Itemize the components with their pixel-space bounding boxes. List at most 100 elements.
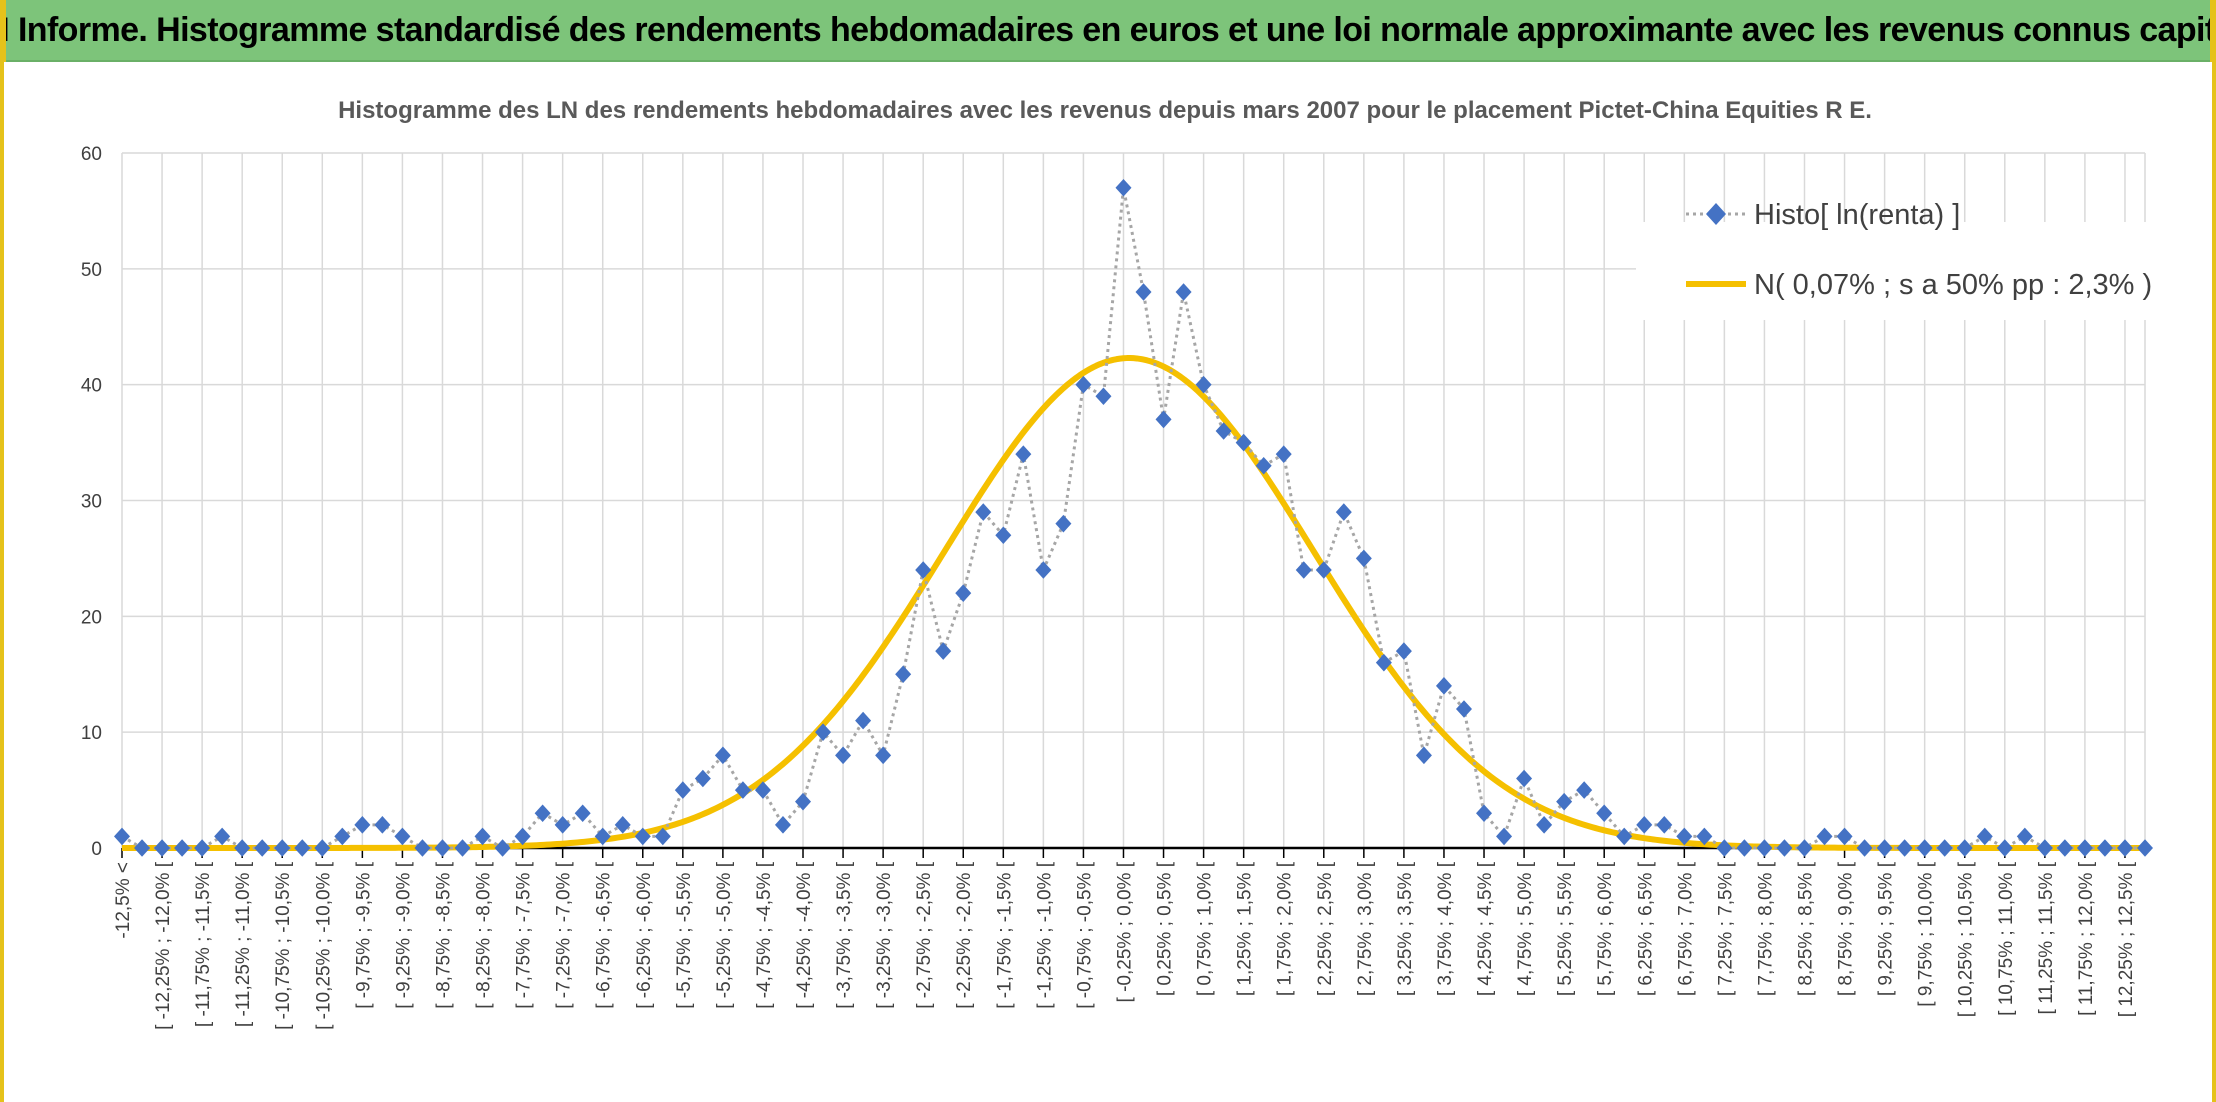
x-tick-label: [ -1,25% ; -1,0% [	[1034, 861, 1055, 1009]
chart-subtitle: Histogramme des LN des rendements hebdom…	[338, 97, 1872, 124]
x-tick-label: [ -9,25% ; -9,0% [	[393, 861, 414, 1009]
x-tick-label: [ -3,75% ; -3,5% [	[834, 861, 855, 1009]
x-tick-label: [ -7,25% ; -7,0% [	[554, 861, 575, 1009]
histo-point	[935, 642, 952, 660]
histo-point	[1776, 839, 1793, 857]
histo-point	[214, 827, 231, 846]
histo-point	[1075, 375, 1092, 394]
histo-point	[1435, 677, 1452, 695]
histo-point	[434, 839, 451, 857]
banner-edge-left	[0, 0, 6, 62]
histo-point	[1055, 514, 1072, 533]
x-tick-label: [ 6,75% ; 7,0% [	[1675, 861, 1696, 996]
x-tick-label: [ 5,75% ; 6,0% [	[1595, 861, 1616, 996]
histo-point	[1996, 839, 2013, 857]
x-axis-labels: -12,5% < [ -12,25% ; -12,0% [[ -11,75% ; …	[113, 861, 2137, 1030]
x-tick-label: [ -7,75% ; -7,5% [	[514, 861, 535, 1009]
x-tick-label: [ 11,75% ; 12,0% [	[2076, 861, 2097, 1016]
histo-point	[2076, 839, 2093, 857]
x-tick-label: [ -1,75% ; -1,5% [	[994, 861, 1015, 1009]
histo-point	[274, 839, 291, 857]
histo-point	[1015, 445, 1032, 463]
x-tick-label: [ 8,75% ; 9,0% [	[1836, 861, 1857, 996]
histo-point	[975, 503, 992, 521]
x-tick-label: [ -2,25% ; -2,0% [	[954, 861, 975, 1009]
x-tick-label: [ 9,75% ; 10,0% [	[1916, 861, 1937, 1006]
histo-point	[1616, 827, 1633, 846]
x-tick-label: [ -9,75% ; -9,5% [	[353, 861, 374, 1009]
y-tick-label: 40	[81, 376, 102, 397]
histo-point	[634, 827, 651, 846]
x-tick-label: [ 1,25% ; 1,5% [	[1235, 861, 1256, 996]
title-banner: ADAM Informe. Histogramme standardisé de…	[0, 0, 2216, 62]
histo-point	[1736, 839, 1753, 857]
histo-point	[1936, 839, 1953, 857]
x-tick-label: [ 0,75% ; 1,0% [	[1195, 861, 1216, 996]
x-tick-label: [ -6,75% ; -6,5% [	[594, 861, 615, 1009]
x-tick-label: [ 4,75% ; 5,0% [	[1515, 861, 1536, 996]
x-tick-label: [ -11,25% ; -11,0% [	[233, 861, 254, 1027]
histo-point	[734, 781, 751, 799]
y-tick-label: 30	[81, 492, 102, 513]
x-tick-label: [ 7,25% ; 7,5% [	[1715, 861, 1736, 996]
histo-point	[795, 792, 812, 811]
x-tick-label: [ 2,25% ; 2,5% [	[1315, 861, 1336, 996]
histo-point	[774, 816, 791, 834]
histo-point	[414, 839, 431, 857]
banner-edge-right	[2210, 0, 2216, 62]
histo-point	[2016, 827, 2033, 846]
histo-point	[1576, 781, 1593, 799]
y-tick-label: 60	[81, 144, 102, 165]
histo-point	[1596, 804, 1613, 823]
histo-point	[674, 781, 691, 799]
histo-point	[254, 839, 271, 857]
histo-point	[454, 839, 471, 857]
histo-point	[1135, 283, 1152, 301]
x-tick-label: [ 1,75% ; 2,0% [	[1275, 861, 1296, 996]
histo-point	[1215, 422, 1232, 440]
x-tick-label: [ -0,25% ; 0,0% [	[1114, 861, 1135, 1002]
x-tick-label: [ -6,25% ; -6,0% [	[634, 861, 655, 1009]
histo-point	[614, 816, 631, 834]
histo-point	[474, 827, 491, 846]
histo-point	[1836, 827, 1853, 846]
x-tick-label: [ -4,25% ; -4,0% [	[794, 861, 815, 1009]
histo-point	[354, 816, 371, 834]
histo-point	[654, 827, 671, 846]
histo-point	[114, 827, 130, 846]
frame-edge-left	[0, 62, 4, 1102]
x-tick-label: [ -2,75% ; -2,5% [	[914, 861, 935, 1009]
y-tick-label: 50	[81, 260, 102, 281]
histo-point	[1295, 561, 1312, 579]
x-tick-label: [ 12,25% ; 12,5% [	[2116, 861, 2137, 1017]
frame-edge-right	[2212, 62, 2216, 1102]
histo-point	[895, 665, 912, 684]
histo-point	[1155, 410, 1172, 429]
histo-point	[1916, 839, 1933, 857]
histo-point	[2056, 839, 2073, 857]
x-tick-label: [ -8,25% ; -8,0% [	[474, 861, 495, 1009]
histo-point	[835, 746, 852, 765]
histo-point	[514, 827, 531, 846]
x-tick-label: [ 4,25% ; 4,5% [	[1475, 861, 1496, 996]
legend-normal-label: N( 0,07% ; s a 50% pp : 2,3% )	[1754, 269, 2152, 301]
histo-point	[2096, 839, 2113, 857]
x-tick-label: [ -5,25% ; -5,0% [	[714, 861, 735, 1009]
histo-point	[1095, 387, 1112, 406]
histo-point	[534, 804, 551, 823]
histo-point	[955, 584, 972, 602]
legend-histo-label: Histo[ ln(renta) ]	[1754, 199, 1960, 231]
x-tick-label: [ 3,25% ; 3,5% [	[1395, 861, 1416, 996]
x-tick-label: [ -0,75% ; -0,5% [	[1074, 861, 1095, 1009]
histo-point	[2116, 839, 2133, 857]
x-tick-label: [ 7,75% ; 8,0% [	[1755, 861, 1776, 996]
histo-point	[294, 839, 311, 857]
histo-point	[1696, 827, 1713, 846]
x-tick-label: [ -8,75% ; -8,5% [	[433, 861, 454, 1009]
histo-point	[754, 781, 771, 799]
page-title: ADAM Informe. Histogramme standardisé de…	[0, 10, 2216, 49]
histo-point	[1415, 746, 1432, 765]
histo-point	[1476, 804, 1493, 823]
histo-point	[1656, 816, 1673, 834]
